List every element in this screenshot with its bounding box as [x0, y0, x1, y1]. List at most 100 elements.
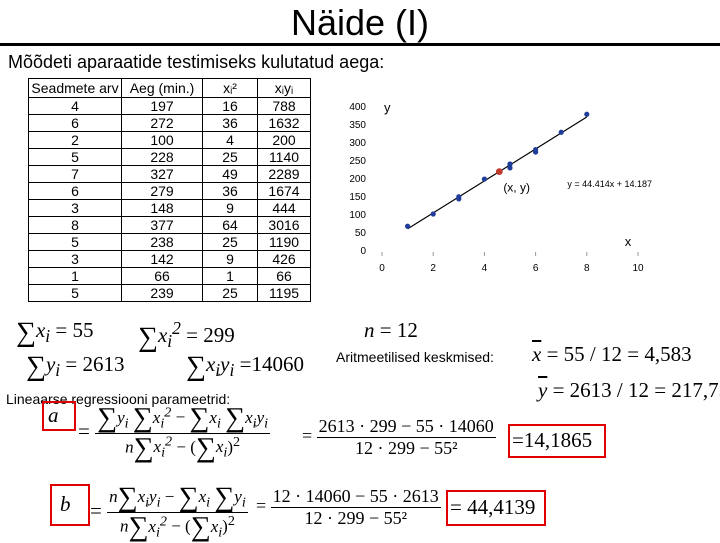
- cell-x-squared: 9: [202, 250, 258, 268]
- y-tick-label: 150: [349, 192, 366, 203]
- cell-xy: 1632: [257, 114, 311, 132]
- x-tick-label: 6: [533, 263, 539, 274]
- formula-sum-y: ∑yi = 2613: [26, 351, 125, 382]
- cell-xy: 1190: [257, 233, 311, 251]
- sum-xy-value: =14060: [239, 352, 304, 376]
- cell-device-count: 6: [28, 182, 122, 200]
- intro-text: Mõõdeti aparaatide testimiseks kulutatud…: [8, 52, 385, 72]
- data-point: [456, 196, 462, 202]
- y-tick-label: 400: [349, 102, 366, 113]
- mean-x-value: = 55 / 12 = 4,583: [546, 342, 692, 366]
- table-row: 3 148 9 444: [28, 199, 311, 217]
- cell-device-count: 2: [28, 131, 122, 149]
- cell-xy: 2289: [257, 165, 311, 183]
- cell-x-squared: 25: [202, 284, 258, 302]
- x-tick-label: 2: [430, 263, 436, 274]
- cell-x-squared: 36: [202, 114, 258, 132]
- b-numerator: 12 · 14060 − 55 · 2613: [270, 486, 441, 508]
- x-tick-label: 0: [379, 263, 385, 274]
- mean-point: [495, 168, 503, 176]
- formula-a-general: = ∑yi ∑xi2 − ∑xi ∑xiyi n∑xi2 − (∑xi)2: [78, 402, 271, 464]
- y-tick-label: 350: [349, 120, 366, 131]
- formula-sum-x: ∑xi = 55: [16, 317, 94, 348]
- data-point: [507, 161, 513, 167]
- cell-xy: 66: [257, 267, 311, 285]
- formula-mean-x: x = 55 / 12 = 4,583: [532, 342, 692, 366]
- cell-x-squared: 4: [202, 131, 258, 149]
- cell-xy: 426: [257, 250, 311, 268]
- slide-title: Näide (I): [290, 2, 430, 43]
- cell-time: 100: [121, 131, 203, 149]
- formula-sum-xy: ∑xiyi =14060: [186, 351, 304, 382]
- table-row: 6 279 36 1674: [28, 182, 311, 200]
- formula-b-numeric: = 12 · 14060 − 55 · 2613 12 · 299 − 55²: [256, 486, 441, 528]
- cell-x-squared: 49: [202, 165, 258, 183]
- cell-device-count: 3: [28, 250, 122, 268]
- a-result: =14,1865: [512, 428, 593, 452]
- cell-time: 66: [121, 267, 203, 285]
- cell-x-squared: 36: [202, 182, 258, 200]
- cell-device-count: 4: [28, 97, 122, 115]
- a-result-highlight: [508, 424, 606, 458]
- header-time: Aeg (min.): [121, 78, 203, 98]
- cell-device-count: 1: [28, 267, 122, 285]
- data-point: [584, 111, 590, 117]
- title-band: [0, 0, 720, 46]
- header-x-squared: xᵢ²: [202, 78, 258, 98]
- cell-device-count: 5: [28, 284, 122, 302]
- cell-time: 148: [121, 199, 203, 217]
- cell-time: 377: [121, 216, 203, 234]
- n-value: 12: [396, 318, 418, 342]
- sum-x2-value: = 299: [186, 323, 235, 347]
- data-point: [405, 223, 411, 229]
- mean-y-value: = 2613 / 12 = 217,75: [552, 378, 720, 402]
- table-row: 8 377 64 3016: [28, 216, 311, 234]
- cell-time: 197: [121, 97, 203, 115]
- cell-time: 279: [121, 182, 203, 200]
- a-symbol: a: [48, 403, 59, 427]
- cell-x-squared: 1: [202, 267, 258, 285]
- y-tick-label: 300: [349, 138, 366, 149]
- cell-xy: 1674: [257, 182, 311, 200]
- cell-device-count: 6: [28, 114, 122, 132]
- cell-time: 239: [121, 284, 203, 302]
- table-row: 1 66 1 66: [28, 267, 311, 285]
- cell-xy: 444: [257, 199, 311, 217]
- table-row: 5 239 25 1195: [28, 284, 311, 302]
- formula-mean-y: y = 2613 / 12 = 217,75: [538, 378, 720, 403]
- a-symbol-highlight: [42, 401, 76, 431]
- table-row: 4 197 16 788: [28, 97, 311, 115]
- y-tick-label: 200: [349, 174, 366, 185]
- scatter-chart: 0 50 100 150 200 250 300 350 400 0 2 4 6 8 10 y x y = 44.…: [349, 100, 652, 274]
- b-symbol: b: [60, 492, 71, 516]
- means-label: Aritmeetilised keskmised:: [336, 349, 494, 365]
- cell-xy: 1195: [257, 284, 311, 302]
- a-numerator: 2613 · 299 − 55 · 14060: [316, 416, 496, 438]
- trendline-equation: y = 44.414x + 14.187: [567, 179, 652, 189]
- cell-xy: 3016: [257, 216, 311, 234]
- cell-x-squared: 25: [202, 148, 258, 166]
- y-tick-label: 250: [349, 156, 366, 167]
- cell-x-squared: 16: [202, 97, 258, 115]
- data-point: [430, 211, 436, 217]
- y-tick-label: 100: [349, 210, 366, 221]
- b-denominator: 12 · 299 − 55²: [304, 508, 407, 528]
- b-result-highlight: [446, 490, 546, 526]
- cell-device-count: 8: [28, 216, 122, 234]
- cell-device-count: 5: [28, 148, 122, 166]
- x-axis-label: x: [625, 234, 632, 249]
- regression-label: Lineaarse regressiooni parameetrid:: [6, 391, 231, 407]
- formula-b-general: = n∑xiyi − ∑xi ∑yi n∑xi2 − (∑xi)2: [90, 482, 248, 543]
- b-symbol-highlight: [50, 484, 90, 526]
- cell-time: 327: [121, 165, 203, 183]
- cell-xy: 200: [257, 131, 311, 149]
- cell-x-squared: 25: [202, 233, 258, 251]
- formula-a-numeric: = 2613 · 299 − 55 · 14060 12 · 299 − 55²: [302, 416, 496, 458]
- header-xy: xᵢyᵢ: [257, 78, 311, 98]
- table-body: 4 197 16 788 6 272 36 1632 2 100 4 200 5 228 25 1140 7 32…: [28, 97, 311, 302]
- data-point: [533, 146, 539, 153]
- table-row: 5 238 25 1190: [28, 233, 311, 251]
- title-divider: [0, 43, 720, 46]
- table-row: 2 100 4 200: [28, 131, 311, 149]
- sum-y-value: = 2613: [65, 352, 125, 376]
